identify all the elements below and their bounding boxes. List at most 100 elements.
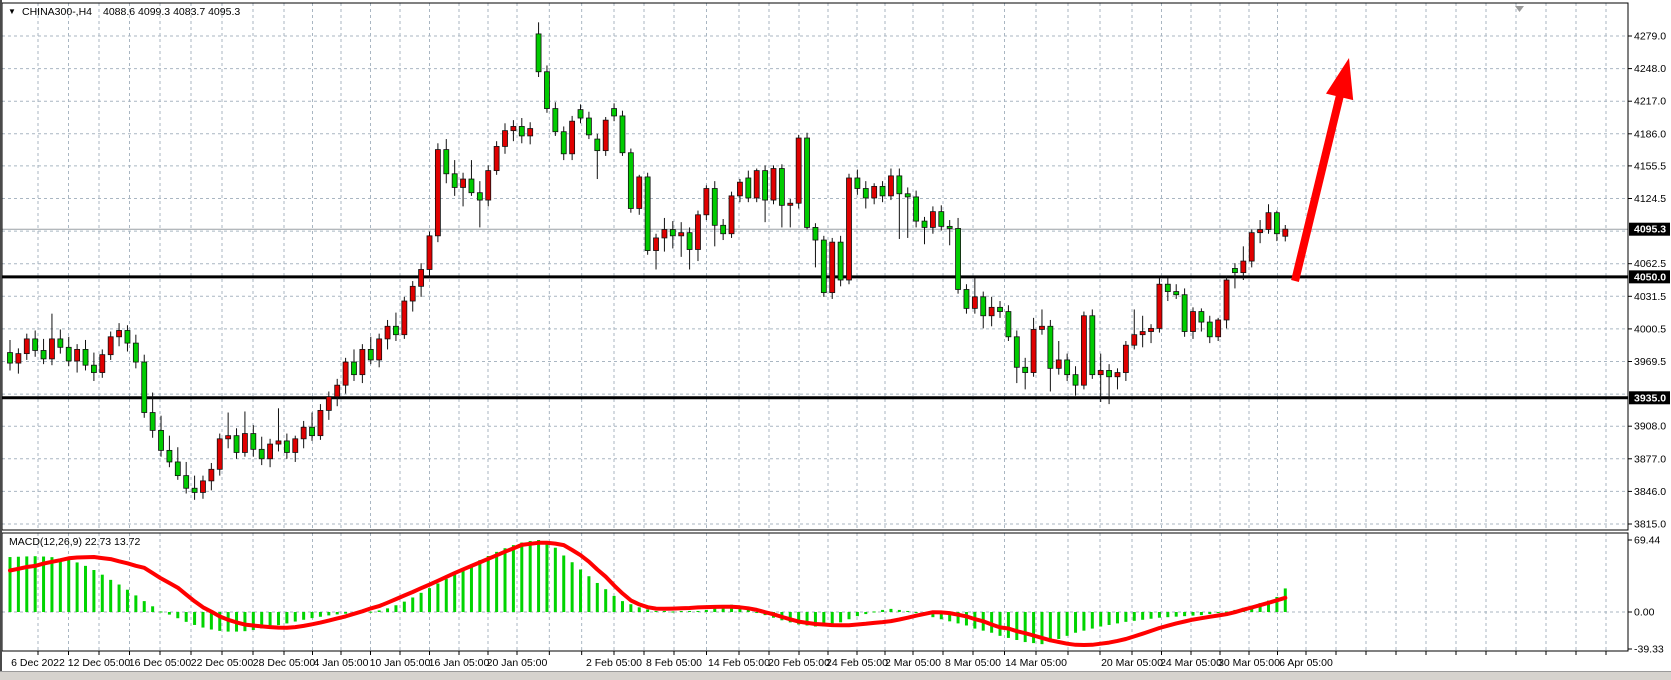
macd-histogram-bar [1183, 612, 1187, 617]
bearish-candle-body [854, 177, 861, 189]
bullish-candle-body [871, 185, 878, 199]
macd-histogram-bar [579, 569, 583, 612]
bearish-candle-body [1232, 268, 1238, 274]
bearish-candle-body [65, 346, 72, 362]
macd-histogram-bar [948, 612, 952, 622]
macd-histogram-bar [847, 612, 851, 620]
macd-histogram-bar [117, 584, 121, 612]
bullish-candle-body [569, 120, 576, 155]
time-axis-label: 16 Dec 05:00 [129, 657, 192, 669]
macd-histogram-bar [1157, 612, 1161, 618]
macd-histogram-bar [469, 564, 473, 612]
macd-histogram-bar [662, 610, 666, 612]
bearish-candle-body [468, 178, 475, 194]
bearish-candle-body [745, 177, 752, 199]
macd-histogram-bar [1174, 612, 1178, 617]
macd-histogram-bar [176, 612, 180, 619]
macd-histogram-bar [16, 556, 20, 612]
bullish-candle-body [1223, 279, 1230, 321]
bearish-candle-body [1064, 359, 1071, 376]
macd-histogram-bar [167, 612, 171, 615]
time-axis-label: 30 Mar 05:00 [1218, 657, 1280, 669]
macd-histogram-bar [394, 605, 398, 612]
time-axis-label: 20 Mar 05:00 [1101, 657, 1163, 669]
bearish-candle-body [233, 435, 240, 453]
macd-histogram-bar [218, 612, 222, 631]
bullish-candle-body [1215, 319, 1222, 338]
bearish-candle-body [132, 342, 139, 363]
time-axis-label: 20 Jan 05:00 [487, 657, 548, 669]
macd-histogram-bar [428, 588, 431, 612]
bearish-candle-body [518, 126, 525, 137]
macd-histogram-bar [268, 612, 272, 627]
bearish-candle-body [963, 289, 970, 309]
bullish-candle-body [846, 177, 852, 281]
macd-histogram-bar [654, 610, 658, 612]
time-axis-label: 22 Dec 05:00 [191, 657, 254, 669]
bullish-candle-body [418, 269, 425, 287]
price-axis-label: 4217.0 [1634, 96, 1666, 108]
macd-axis-label: 69.44 [1634, 535, 1660, 547]
grid-layer [2, 3, 1628, 651]
bullish-candle-body [653, 237, 659, 251]
bullish-candle-body [795, 137, 802, 204]
bearish-candle-body [837, 241, 844, 281]
price-badge-label: 4050.0 [1634, 271, 1666, 283]
time-axis-label: 6 Apr 05:00 [1279, 657, 1333, 669]
macd-histogram-bar [419, 592, 423, 612]
bearish-candle-body [149, 412, 156, 431]
bullish-candle-body [15, 353, 22, 364]
time-axis-label: 8 Feb 05:00 [646, 657, 702, 669]
macd-histogram-bar [478, 560, 482, 612]
bullish-candle-body [23, 338, 30, 355]
bearish-candle-body [1005, 311, 1012, 338]
bearish-candle-body [560, 131, 567, 155]
bullish-candle-body [829, 241, 836, 294]
bullish-candle-body [242, 433, 248, 453]
bearish-candle-body [57, 338, 64, 348]
macd-histogram-bar [822, 612, 826, 627]
bullish-candle-body [1248, 232, 1255, 262]
level-lines-layer[interactable] [2, 275, 1628, 400]
macd-histogram-bar [1074, 612, 1078, 633]
price-axis-label: 4248.0 [1634, 63, 1666, 75]
bearish-candle-body [141, 361, 148, 413]
bearish-candle-body [938, 211, 945, 227]
bearish-candle-body [913, 196, 920, 222]
bullish-candle-body [602, 119, 609, 152]
bearish-candle-body [644, 176, 651, 251]
time-axis-label: 24 Feb 05:00 [826, 657, 888, 669]
time-axis-label: 14 Mar 05:00 [1005, 657, 1067, 669]
trend-arrow-annotation[interactable] [1291, 58, 1354, 282]
macd-histogram-bar [511, 545, 515, 612]
bullish-candle-body [737, 181, 743, 197]
macd-histogram-bar [1166, 612, 1170, 618]
bearish-candle-body [586, 117, 592, 136]
bullish-candle-body [1265, 212, 1272, 230]
trend-arrow-head[interactable] [1325, 58, 1354, 101]
macd-axis: 69.44 0.00 -39.33 [1628, 535, 1664, 656]
macd-histogram-bar [25, 556, 29, 612]
macd-histogram-bar [553, 547, 557, 612]
bearish-candle-body [1089, 315, 1096, 376]
bullish-candle-body [1156, 283, 1163, 329]
bullish-candle-body [434, 149, 441, 237]
macd-histogram-bar [939, 612, 943, 620]
bullish-candle-body [409, 285, 416, 302]
macd-histogram-bar [134, 595, 138, 612]
price-axis-label: 3877.0 [1634, 453, 1666, 465]
bullish-candle-body [200, 480, 206, 493]
macd-histogram-bar [1082, 612, 1086, 631]
macd-histogram-bar [503, 548, 507, 612]
macd-histogram-bar [377, 610, 381, 612]
bullish-candle-body [426, 235, 433, 270]
macd-histogram-bar [125, 589, 129, 612]
bullish-candle-body [1097, 370, 1104, 376]
bullish-candle-body [317, 410, 324, 437]
trend-arrow-shaft[interactable] [1291, 90, 1345, 282]
price-axis-label: 3846.0 [1634, 486, 1666, 498]
macd-indicator-label: MACD(12,26,9) 22.73 13.72 [9, 536, 140, 548]
